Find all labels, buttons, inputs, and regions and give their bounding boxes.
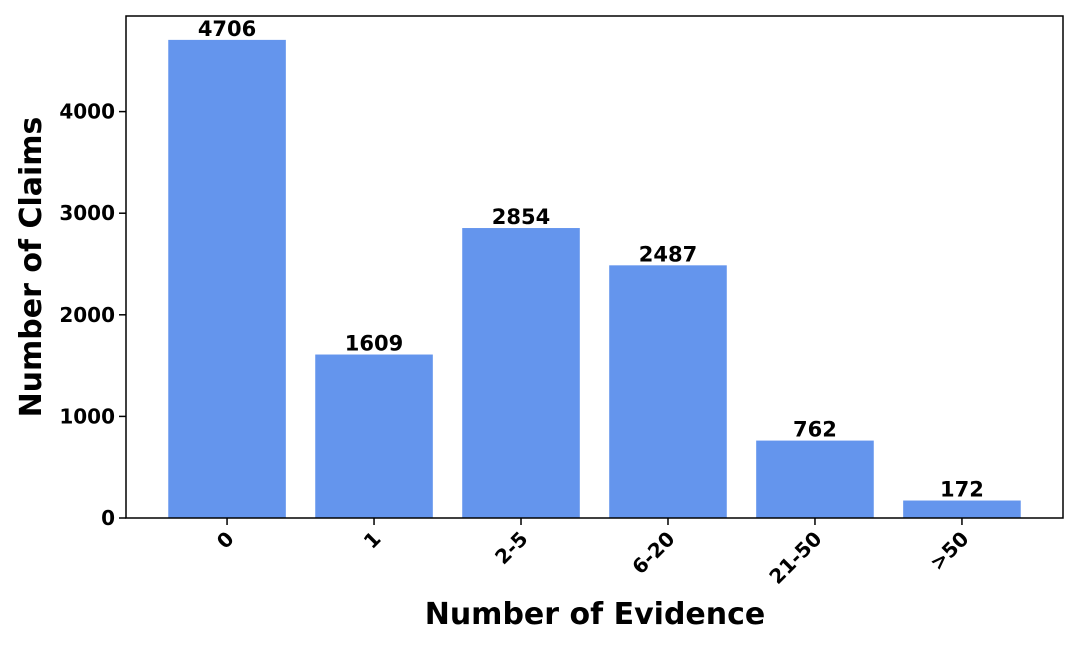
- x-tick-label: 21-50: [764, 527, 826, 589]
- value-label: 172: [940, 478, 984, 502]
- bar: [168, 39, 286, 518]
- y-axis-label: Number of Claims: [14, 117, 49, 418]
- bar: [609, 265, 727, 518]
- y-tick-label: 2000: [59, 303, 115, 327]
- y-tick-label: 3000: [59, 201, 115, 225]
- bar: [462, 228, 580, 518]
- value-label: 4706: [198, 17, 256, 41]
- value-label: 2487: [639, 242, 697, 266]
- value-label: 1609: [345, 332, 403, 356]
- bar: [903, 500, 1021, 518]
- x-axis-label: Number of Evidence: [425, 597, 766, 632]
- plot-frame: [125, 15, 1064, 519]
- bar: [315, 354, 433, 518]
- y-tick-label: 0: [101, 506, 115, 530]
- value-label: 762: [793, 418, 837, 442]
- x-tick-label: 6-20: [627, 527, 679, 579]
- y-tick-label: 1000: [59, 404, 115, 428]
- x-tick-label: 0: [212, 527, 239, 554]
- y-tick-label: 4000: [59, 100, 115, 124]
- x-tick-label: 1: [359, 527, 386, 554]
- bar: [756, 440, 874, 518]
- x-tick-label: 2-5: [490, 527, 533, 570]
- x-tick-label: >50: [925, 527, 974, 576]
- value-label: 2854: [492, 205, 550, 229]
